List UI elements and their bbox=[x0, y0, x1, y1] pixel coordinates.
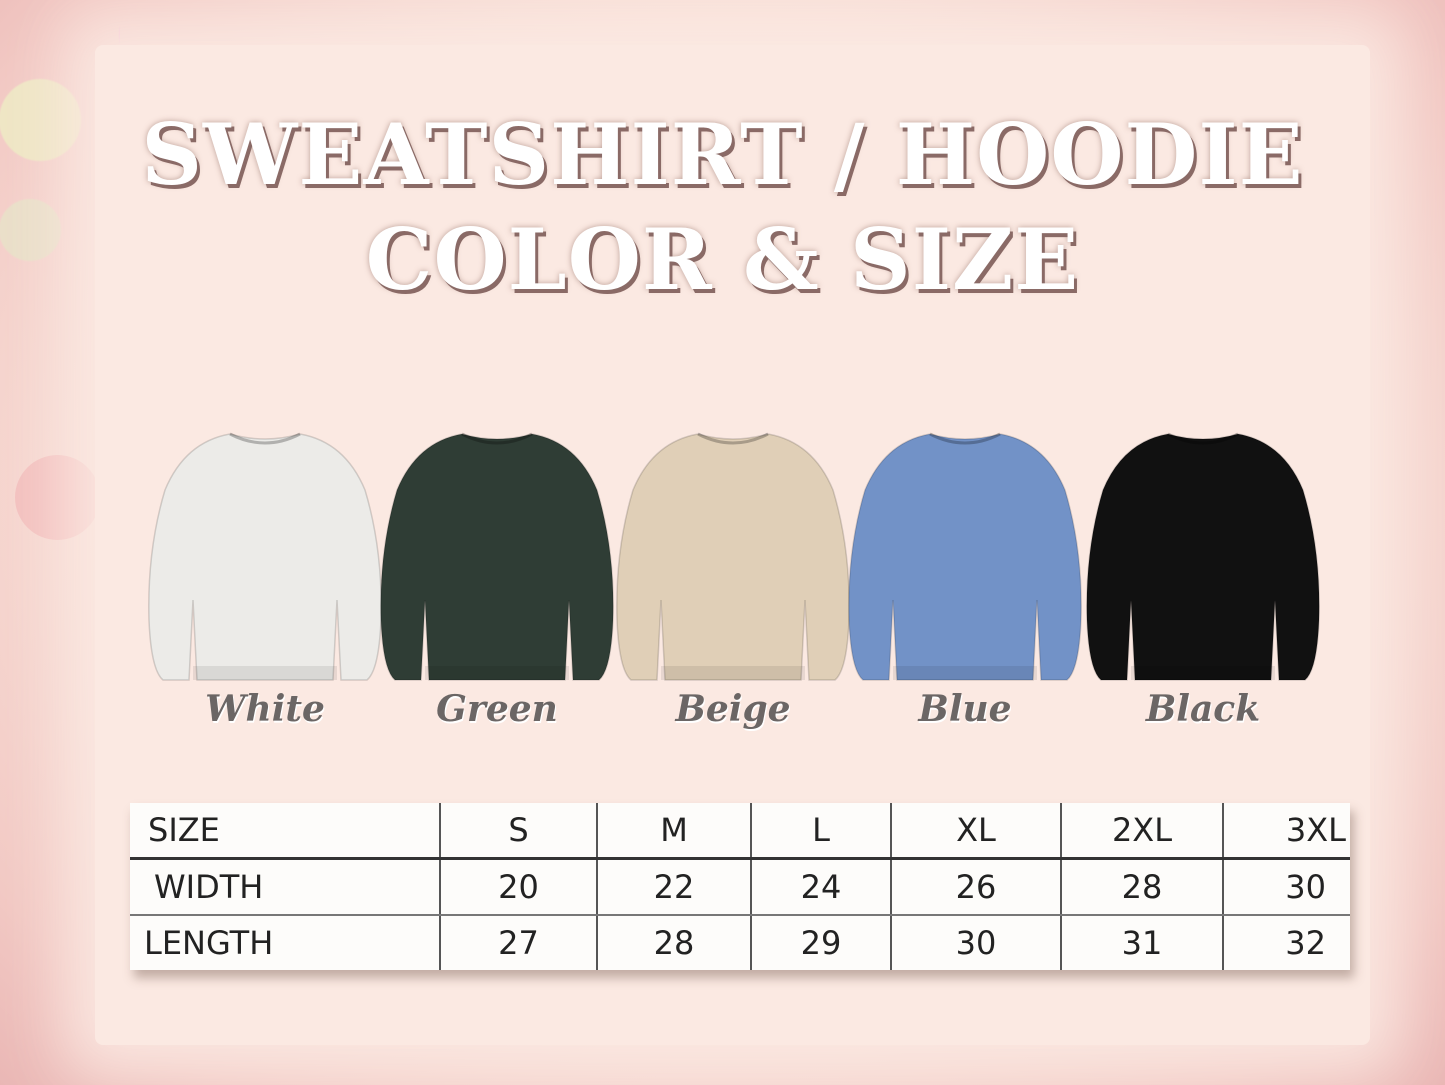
color-label: Black bbox=[1145, 688, 1261, 730]
title-line-2: COLOR & SIZE bbox=[365, 210, 1080, 309]
table-cell: 30 bbox=[1222, 858, 1350, 916]
table-cell: 28 bbox=[1060, 858, 1223, 916]
row-label: LENGTH bbox=[144, 924, 274, 962]
sweatshirt-beige bbox=[613, 430, 853, 690]
table-cell: 27 bbox=[439, 915, 597, 970]
header-cell: M bbox=[596, 803, 751, 860]
color-label: Green bbox=[436, 688, 558, 730]
header-cell: SIZE bbox=[130, 803, 440, 860]
table-cell: 28 bbox=[596, 915, 751, 970]
color-label: Blue bbox=[918, 688, 1012, 730]
header-cell: 3XL bbox=[1222, 803, 1350, 860]
header-cell: L bbox=[750, 803, 891, 860]
table-cell: 32 bbox=[1222, 915, 1350, 970]
sweatshirt-icon bbox=[616, 432, 850, 681]
width-row: WIDTH 20 22 24 26 28 30 bbox=[130, 858, 1350, 916]
sweatshirt-icon bbox=[1086, 432, 1320, 681]
table-cell: 24 bbox=[750, 858, 891, 916]
header-cell: 2XL bbox=[1060, 803, 1223, 860]
header-cell: S bbox=[439, 803, 597, 860]
size-chart: SIZE S M L XL 2XL 3XL WIDTH 20 22 24 26 … bbox=[130, 803, 1350, 970]
sweatshirt-icon bbox=[380, 432, 614, 681]
title-line-1: SWEATSHIRT / HOODIE bbox=[141, 105, 1304, 204]
table-cell: 30 bbox=[890, 915, 1061, 970]
sweatshirt-blue bbox=[845, 430, 1085, 690]
table-cell: 31 bbox=[1060, 915, 1223, 970]
table-cell: 26 bbox=[890, 858, 1061, 916]
sweatshirt-icon bbox=[848, 432, 1082, 681]
row-label: WIDTH bbox=[130, 858, 440, 916]
sweatshirt-white bbox=[145, 430, 385, 690]
sweatshirt-green bbox=[377, 430, 617, 690]
size-header-row: SIZE S M L XL 2XL 3XL bbox=[130, 803, 1350, 860]
header-cell: XL bbox=[890, 803, 1061, 860]
table-cell: 29 bbox=[750, 915, 891, 970]
button-decoration bbox=[15, 455, 100, 540]
table-cell: 20 bbox=[439, 858, 597, 916]
sweatshirt-black bbox=[1083, 430, 1323, 690]
sweatshirt-icon bbox=[148, 432, 382, 681]
table-cell: 22 bbox=[596, 858, 751, 916]
color-label: Beige bbox=[675, 688, 791, 730]
length-row: LENGTH 27 28 29 30 31 32 bbox=[130, 915, 1350, 970]
color-label: White bbox=[205, 688, 325, 730]
